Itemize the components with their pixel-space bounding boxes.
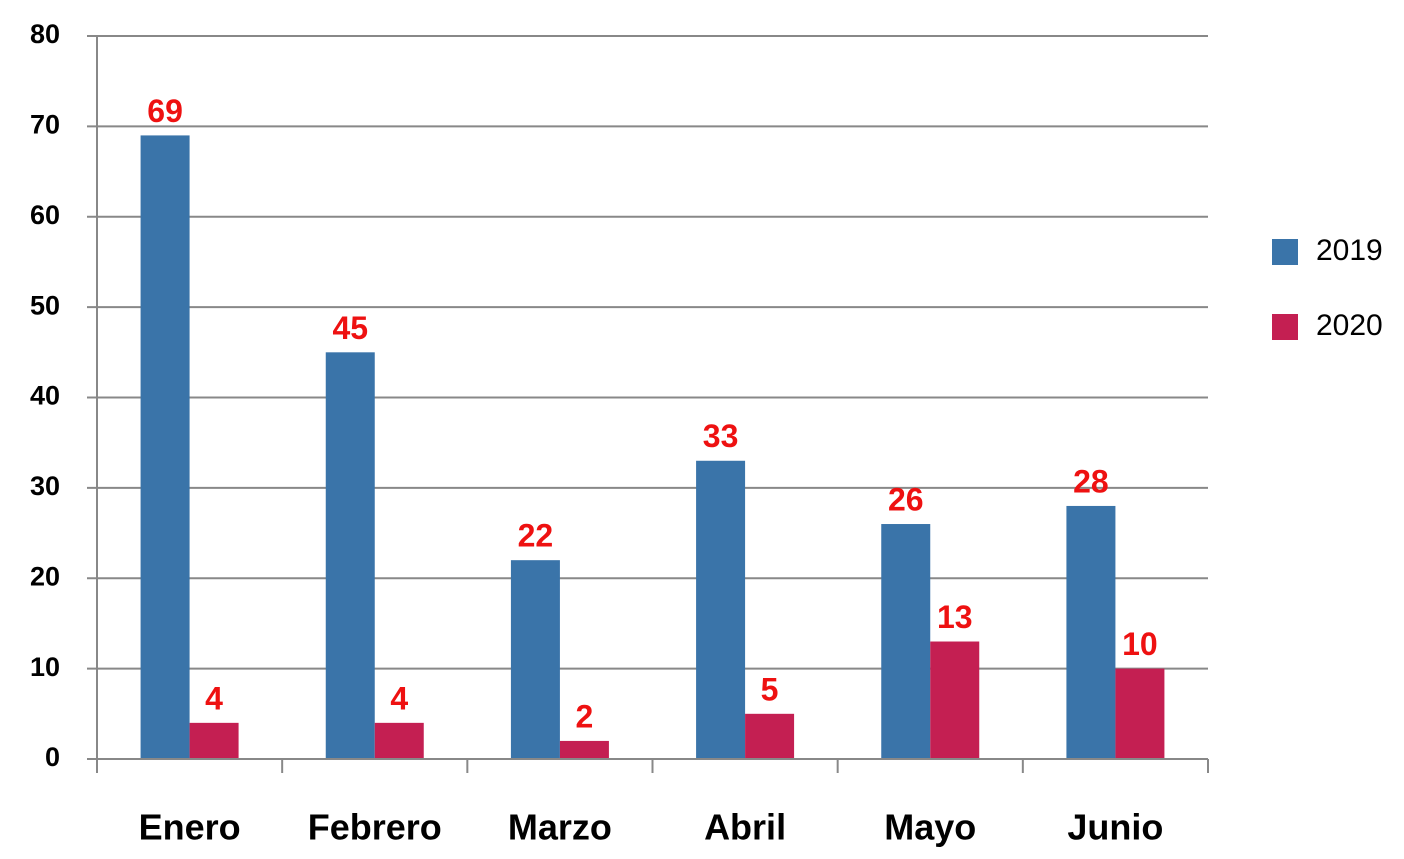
y-tick-label: 70 (30, 110, 60, 140)
y-tick-label: 60 (30, 200, 60, 230)
bar (325, 352, 375, 759)
y-tick-label: 10 (30, 652, 60, 682)
y-tick-label: 0 (45, 742, 60, 772)
bar (1115, 668, 1165, 759)
value-label: 13 (937, 599, 973, 635)
bar (559, 740, 609, 759)
value-label: 26 (888, 481, 924, 517)
value-label: 69 (147, 93, 183, 129)
bar (140, 135, 190, 760)
value-label: 2 (576, 698, 594, 734)
x-tick-label: Enero (139, 807, 241, 848)
value-label: 4 (390, 680, 408, 716)
y-tick-label: 50 (30, 290, 60, 320)
y-tick-label: 30 (30, 471, 60, 501)
legend-label: 2020 (1316, 309, 1383, 342)
bar (696, 460, 746, 759)
bar (189, 722, 239, 759)
value-label: 33 (703, 418, 739, 454)
bar (510, 560, 560, 759)
y-tick-label: 80 (30, 19, 60, 49)
x-tick-label: Febrero (308, 807, 442, 848)
legend-swatch (1272, 239, 1298, 265)
value-label: 10 (1122, 626, 1158, 662)
bar (374, 722, 424, 759)
x-tick-label: Abril (704, 807, 786, 848)
value-label: 4 (205, 680, 223, 716)
value-label: 45 (332, 310, 368, 346)
y-tick-label: 20 (30, 561, 60, 591)
legend-label: 2019 (1316, 234, 1383, 267)
bar (881, 524, 931, 759)
value-label: 28 (1073, 463, 1109, 499)
y-tick-label: 40 (30, 381, 60, 411)
x-tick-label: Marzo (508, 807, 612, 848)
bar (745, 713, 795, 759)
bar (930, 641, 980, 759)
value-label: 22 (518, 518, 554, 554)
x-tick-label: Junio (1067, 807, 1163, 848)
value-label: 5 (761, 671, 779, 707)
x-tick-label: Mayo (884, 807, 976, 848)
legend-swatch (1272, 314, 1298, 340)
bar (1066, 505, 1116, 759)
